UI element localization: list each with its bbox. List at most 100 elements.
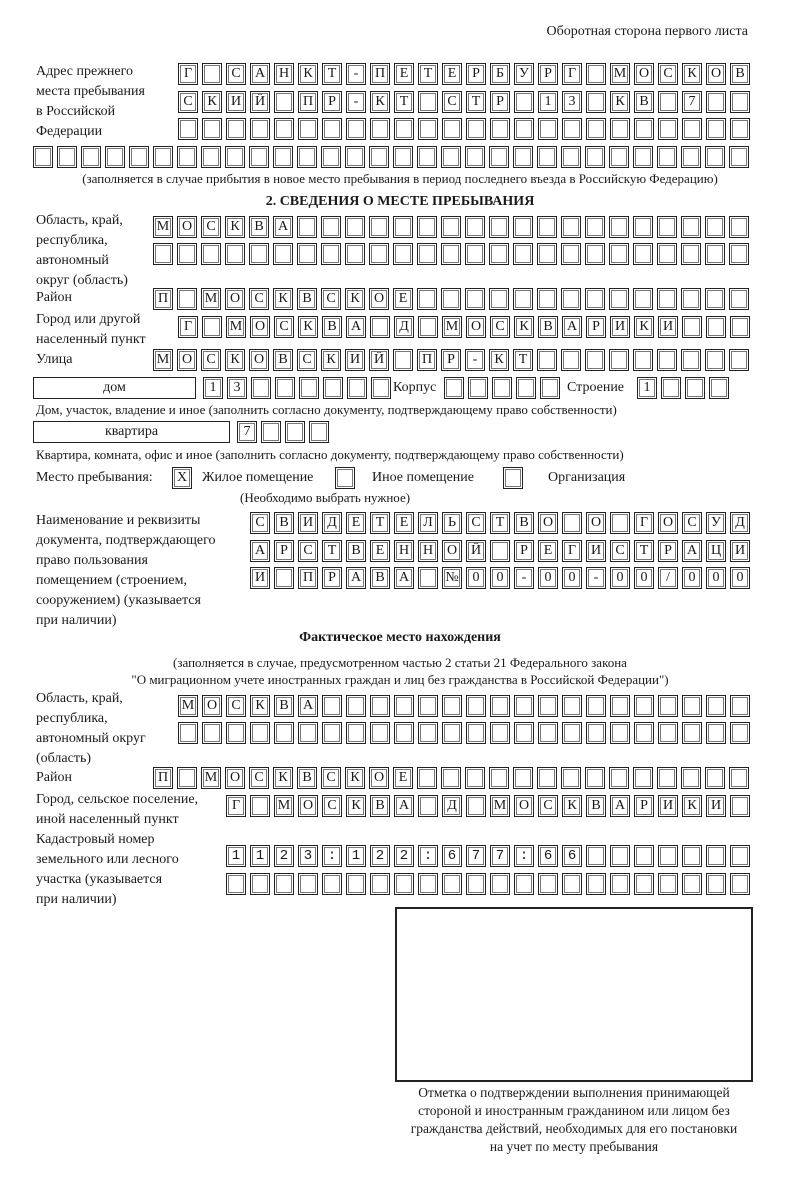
char-cell[interactable] — [202, 316, 222, 338]
cadastral-line-1-value[interactable]: 1123:122:677:66 — [231, 848, 592, 864]
char-cell[interactable] — [202, 722, 222, 744]
char-cell[interactable] — [562, 512, 582, 534]
char-cell[interactable]: С — [178, 91, 198, 113]
char-cell[interactable] — [153, 243, 173, 265]
char-cell[interactable]: О — [177, 216, 197, 238]
char-cell[interactable] — [682, 873, 702, 895]
char-cell[interactable]: Р — [658, 540, 678, 562]
char-cell[interactable] — [323, 377, 343, 399]
char-cell[interactable] — [417, 288, 437, 310]
char-cell[interactable]: И — [345, 349, 365, 371]
char-cell[interactable] — [705, 146, 725, 168]
char-cell[interactable] — [514, 91, 534, 113]
char-cell[interactable]: 1 — [203, 377, 223, 399]
char-cell[interactable]: В — [346, 540, 366, 562]
char-cell[interactable]: Т — [322, 540, 342, 562]
char-cell[interactable]: Г — [562, 63, 582, 85]
char-cell[interactable] — [514, 695, 534, 717]
document-line-3[interactable]: И П Р А В А № 0 0-0 0-0 0/0 0 0 — [250, 567, 750, 589]
char-cell[interactable]: А — [682, 540, 702, 562]
char-cell[interactable]: О — [369, 288, 389, 310]
char-cell[interactable]: В — [274, 512, 294, 534]
char-cell[interactable] — [682, 845, 702, 867]
char-cell[interactable]: Н — [274, 63, 294, 85]
char-cell[interactable] — [537, 146, 557, 168]
char-cell[interactable]: В — [730, 63, 750, 85]
char-cell[interactable] — [370, 873, 390, 895]
char-cell[interactable]: Д — [730, 512, 750, 534]
char-cell[interactable] — [514, 845, 534, 867]
char-cell[interactable] — [418, 845, 438, 867]
char-cell[interactable]: В — [297, 288, 317, 310]
char-cell[interactable]: А — [273, 216, 293, 238]
char-cell[interactable]: Т — [370, 512, 390, 534]
char-cell[interactable] — [345, 216, 365, 238]
char-cell[interactable] — [682, 118, 702, 140]
char-cell[interactable]: В — [249, 216, 269, 238]
char-cell[interactable]: Д — [442, 795, 462, 817]
char-cell[interactable] — [706, 873, 726, 895]
char-cell[interactable] — [562, 118, 582, 140]
char-cell[interactable]: - — [346, 91, 366, 113]
char-cell[interactable]: Р — [322, 567, 342, 589]
char-cell[interactable] — [516, 377, 536, 399]
char-cell[interactable]: В — [586, 795, 606, 817]
char-cell[interactable] — [730, 316, 750, 338]
char-cell[interactable] — [345, 243, 365, 265]
char-cell[interactable]: П — [370, 63, 390, 85]
char-cell[interactable]: С — [466, 512, 486, 534]
char-cell[interactable]: М — [153, 349, 173, 371]
char-cell[interactable] — [468, 377, 488, 399]
char-cell[interactable] — [250, 845, 270, 867]
char-cell[interactable] — [347, 377, 367, 399]
char-cell[interactable]: И — [586, 540, 606, 562]
char-cell[interactable]: П — [298, 91, 318, 113]
char-cell[interactable]: И — [658, 795, 678, 817]
char-cell[interactable] — [705, 243, 725, 265]
char-cell[interactable] — [538, 118, 558, 140]
char-cell[interactable] — [225, 243, 245, 265]
char-cell[interactable] — [561, 349, 581, 371]
char-cell[interactable] — [681, 216, 701, 238]
char-cell[interactable]: О — [442, 540, 462, 562]
char-cell[interactable] — [274, 91, 294, 113]
char-cell[interactable]: Д — [322, 512, 342, 534]
char-cell[interactable]: К — [682, 63, 702, 85]
char-cell[interactable]: Е — [393, 767, 413, 789]
char-cell[interactable]: И — [730, 540, 750, 562]
char-cell[interactable] — [658, 91, 678, 113]
char-cell[interactable]: И — [658, 316, 678, 338]
char-cell[interactable] — [682, 316, 702, 338]
char-cell[interactable]: М — [610, 63, 630, 85]
char-cell[interactable] — [538, 695, 558, 717]
char-cell[interactable] — [466, 722, 486, 744]
char-cell[interactable] — [705, 288, 725, 310]
char-cell[interactable] — [273, 146, 293, 168]
char-cell[interactable] — [706, 695, 726, 717]
char-cell[interactable] — [489, 288, 509, 310]
char-cell[interactable] — [634, 118, 654, 140]
char-cell[interactable]: О — [586, 512, 606, 534]
char-cell[interactable] — [322, 118, 342, 140]
char-cell[interactable] — [538, 845, 558, 867]
char-cell[interactable]: 0 — [610, 567, 630, 589]
char-cell[interactable]: С — [538, 795, 558, 817]
char-cell[interactable]: О — [634, 63, 654, 85]
char-cell[interactable] — [249, 146, 269, 168]
char-cell[interactable] — [514, 118, 534, 140]
char-cell[interactable] — [178, 118, 198, 140]
char-cell[interactable] — [561, 243, 581, 265]
char-cell[interactable] — [729, 288, 749, 310]
char-cell[interactable]: Г — [226, 795, 246, 817]
char-cell[interactable] — [417, 216, 437, 238]
char-cell[interactable]: 0 — [634, 567, 654, 589]
char-cell[interactable] — [466, 845, 486, 867]
char-cell[interactable] — [657, 216, 677, 238]
char-cell[interactable] — [226, 845, 246, 867]
char-cell[interactable]: Т — [513, 349, 533, 371]
char-cell[interactable]: Р — [322, 91, 342, 113]
char-cell[interactable] — [393, 243, 413, 265]
checkbox-other-premises[interactable] — [335, 467, 355, 489]
